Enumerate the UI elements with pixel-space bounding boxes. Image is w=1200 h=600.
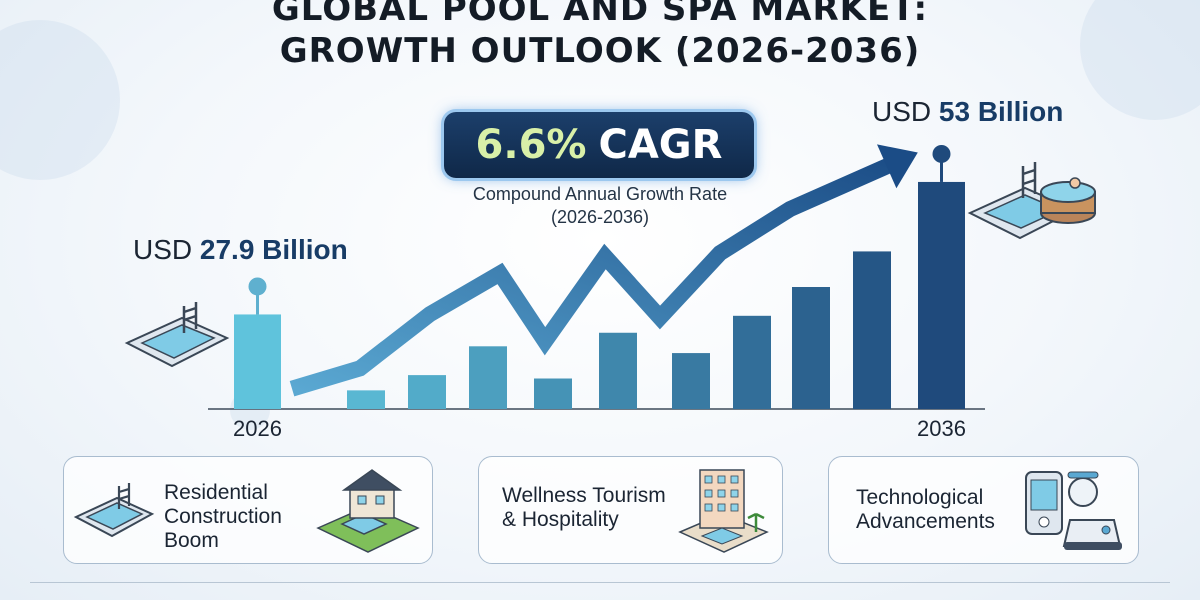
start-value-amount: 27.9 Billion: [199, 234, 348, 265]
chart-bar: [853, 251, 891, 409]
chart-bar: [408, 375, 446, 409]
chart-bar: [534, 378, 572, 409]
chart-bar: [672, 353, 710, 409]
start-value-prefix: USD: [133, 234, 193, 265]
end-value-label: USD 53 Billion: [872, 96, 1063, 128]
end-value-prefix: USD: [872, 96, 932, 127]
chart-bar: [792, 287, 830, 409]
start-year-label: 2026: [233, 416, 282, 441]
page-title: GLOBAL POOL AND SPA MARKET: GROWTH OUTLO…: [0, 0, 1200, 72]
chart-bar: [347, 390, 385, 409]
chart-bar: [599, 332, 637, 409]
driver-line: & Hospitality: [502, 508, 619, 531]
cagr-percent: 6.6%: [475, 122, 587, 168]
pool-icon: [73, 483, 155, 538]
trend-arrow-head: [877, 144, 918, 189]
end-value-amount: 53 Billion: [938, 96, 1064, 127]
trend-arrow-line: [289, 150, 909, 397]
house-icon: [316, 469, 420, 553]
driver-line: Boom: [164, 529, 219, 552]
footer-divider: [30, 582, 1170, 583]
cagr-label: CAGR: [598, 122, 723, 168]
title-line-1: GLOBAL POOL AND SPA MARKET:: [271, 0, 929, 29]
chart-bar: [469, 346, 507, 409]
cagr-subtitle-line-1: Compound Annual Growth Rate: [472, 184, 728, 204]
smart-device-icon: [1025, 471, 1122, 550]
driver-line: Residential: [164, 481, 268, 504]
chart-bar: [918, 181, 965, 409]
marker-dot: [248, 277, 267, 296]
pool-icon: [124, 302, 230, 368]
marker-dot: [932, 144, 951, 163]
title-line-2: GROWTH OUTLOOK (2026-2036): [279, 31, 921, 71]
chart-bar: [234, 314, 281, 409]
driver-label-residential: Residential Construction Boom: [164, 481, 282, 553]
cagr-subtitle-line-2: (2026-2036): [550, 207, 650, 227]
hotel-icon: [678, 469, 769, 553]
driver-line: Construction: [164, 505, 282, 528]
driver-label-technology: Technological Advancements: [856, 486, 995, 534]
driver-line: Advancements: [856, 510, 995, 533]
start-value-label: USD 27.9 Billion: [133, 234, 348, 266]
cagr-badge: 6.6% CAGR: [444, 112, 754, 178]
driver-label-wellness: Wellness Tourism & Hospitality: [502, 484, 666, 532]
pool-spa-icon: [967, 162, 1096, 240]
driver-line: Wellness Tourism: [502, 484, 666, 507]
chart-bar: [733, 315, 771, 409]
cagr-subtitle: Compound Annual Growth Rate (2026-2036): [420, 183, 780, 229]
driver-line: Technological: [856, 486, 984, 509]
end-year-label: 2036: [917, 416, 966, 441]
